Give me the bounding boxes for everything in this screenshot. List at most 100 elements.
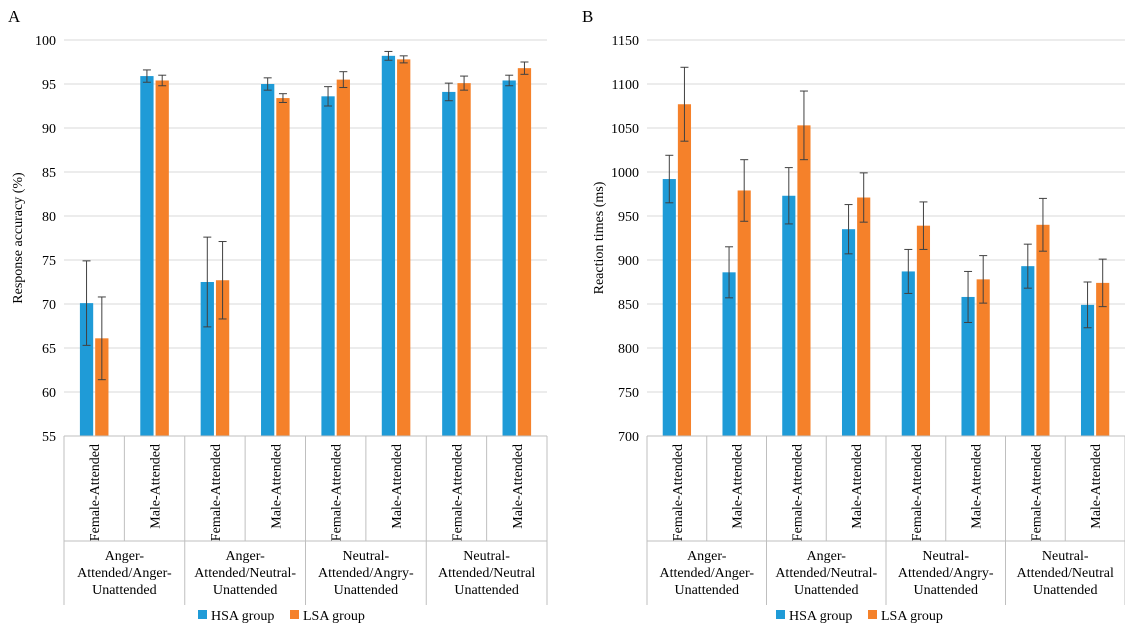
panel-b: B 700 750 800 850 900 950 1000 1050 1100 1150 React… — [582, 7, 1125, 624]
bar — [140, 76, 154, 436]
bar — [517, 68, 532, 436]
bar — [857, 197, 871, 436]
series-hsa — [79, 50, 516, 437]
series-lsa — [677, 66, 1110, 437]
group-label-line: Unattended — [913, 583, 978, 598]
legend: HSA group LSA group — [198, 609, 365, 624]
legend-swatch — [290, 610, 299, 619]
group-label-line: Anger- — [225, 549, 265, 564]
y-tick-labels: 700 750 800 850 900 950 1000 1050 1100 1150 — [611, 34, 639, 445]
bar — [336, 79, 350, 436]
bar — [1080, 304, 1095, 436]
group-label-line: Unattended — [794, 583, 859, 598]
bar — [1021, 266, 1035, 436]
bar — [442, 91, 456, 437]
group-label-line: Neutral- — [463, 549, 510, 564]
group-label: Neutral- Attended/Neutral Unattended — [1017, 549, 1114, 598]
x-tick-label: Female-Attended — [209, 444, 224, 541]
group-label-line: Unattended — [454, 583, 519, 598]
y-tick-label: 850 — [618, 298, 639, 313]
x-axis — [646, 435, 1125, 605]
x-tick-label: Male-Attended — [1089, 444, 1104, 529]
group-label-line: Unattended — [334, 583, 399, 598]
y-tick-label: 1100 — [612, 78, 639, 93]
y-tick-label: 900 — [618, 254, 639, 269]
y-tick-label: 1000 — [611, 166, 639, 181]
group-label-line: Unattended — [674, 583, 739, 598]
x-tick-label: Male-Attended — [850, 444, 865, 529]
y-tick-label: 80 — [42, 210, 56, 225]
gridlines — [64, 39, 547, 393]
bar — [677, 104, 692, 437]
group-label-line: Neutral- — [343, 549, 390, 564]
bar — [155, 80, 169, 436]
bar — [321, 96, 335, 436]
y-tick-label: 70 — [42, 298, 56, 313]
bar — [961, 296, 975, 436]
series-hsa — [662, 154, 1095, 437]
bar — [95, 338, 109, 436]
y-tick-label: 65 — [42, 342, 56, 357]
group-label-line: Anger- — [807, 549, 847, 564]
y-tick-label: 75 — [42, 254, 56, 269]
group-labels: Anger- Attended/Anger- Unattended Anger- Att… — [659, 549, 1113, 598]
bar — [381, 55, 396, 437]
group-label-line: Unattended — [213, 583, 278, 598]
group-label: Neutral- Attended/Angry- Unattended — [898, 549, 994, 598]
legend: HSA group LSA group — [776, 609, 943, 624]
group-label-line: Attended/Angry- — [898, 566, 994, 581]
bar — [457, 83, 471, 437]
bar — [1036, 224, 1050, 436]
x-axis — [63, 435, 548, 605]
x-tick-label: Male-Attended — [511, 444, 526, 529]
legend-label: HSA group — [211, 609, 274, 624]
bar — [737, 190, 751, 436]
bar — [276, 98, 290, 436]
bar — [261, 84, 275, 436]
x-tick-label: Male-Attended — [970, 444, 985, 529]
x-tick-label: Female-Attended — [1029, 444, 1044, 541]
bar — [79, 303, 94, 436]
panel-a: A 55 60 65 70 75 80 85 90 95 100 Response accuracy … — [8, 7, 548, 624]
y-tick-label: 700 — [618, 430, 639, 445]
bar — [200, 282, 214, 436]
group-label-line: Neutral- — [1042, 549, 1089, 564]
x-tick-label: Male-Attended — [149, 444, 164, 529]
y-tick-label: 750 — [618, 386, 639, 401]
x-tick-label: Female-Attended — [910, 444, 925, 541]
group-label-line: Attended/Angry- — [318, 566, 414, 581]
group-label-line: Unattended — [1033, 583, 1098, 598]
x-tick-label: Male-Attended — [731, 444, 746, 529]
group-label: Anger- Attended/Anger- Unattended — [659, 549, 754, 598]
group-label: Neutral- Attended/Angry- Unattended — [318, 549, 414, 598]
bar — [782, 195, 796, 436]
y-tick-label: 85 — [42, 166, 56, 181]
y-axis-label: Reaction times (ms) — [592, 181, 607, 294]
bar — [901, 271, 915, 436]
x-tick-label: Female-Attended — [790, 444, 805, 541]
y-axis-label: Response accuracy (%) — [11, 172, 26, 304]
y-tick-labels: 55 60 65 70 75 80 85 90 95 100 — [35, 34, 56, 445]
y-tick-label: 55 — [42, 430, 56, 445]
y-tick-label: 90 — [42, 122, 56, 137]
group-label: Anger- Attended/Neutral- Unattended — [194, 549, 296, 598]
x-tick-labels: Female-Attended Male-Attended Female-Atten… — [671, 444, 1104, 541]
bar — [1096, 282, 1110, 436]
group-label-line: Attended/Neutral — [438, 566, 535, 581]
bar — [916, 225, 931, 436]
group-label-line: Unattended — [92, 583, 157, 598]
x-tick-label: Female-Attended — [88, 444, 103, 541]
bar — [722, 272, 736, 436]
group-label-line: Attended/Neutral- — [775, 566, 877, 581]
bar — [841, 229, 856, 436]
group-label-line: Attended/Anger- — [659, 566, 754, 581]
x-tick-label: Male-Attended — [390, 444, 405, 529]
bar — [502, 80, 516, 436]
group-label: Anger- Attended/Anger- Unattended — [77, 549, 172, 598]
legend-label: HSA group — [789, 609, 852, 624]
x-tick-label: Female-Attended — [330, 444, 345, 541]
y-tick-label: 95 — [42, 78, 56, 93]
group-label-line: Attended/Neutral — [1017, 566, 1114, 581]
gridlines — [647, 39, 1125, 393]
